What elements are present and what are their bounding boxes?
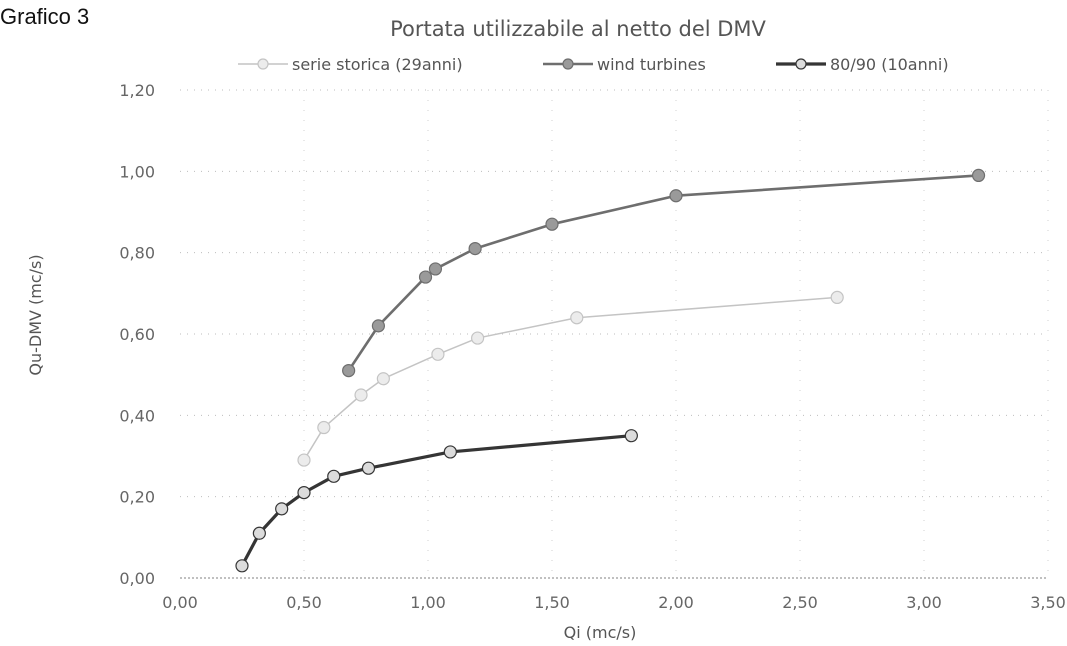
figure-label: Grafico 3 [0,4,90,29]
data-point [317,420,331,435]
x-tick-label: 2,50 [782,593,818,612]
y-tick-label: 1,20 [119,81,155,100]
series-group [297,290,844,467]
data-point [428,262,443,276]
data-point [971,168,986,182]
data-point [830,290,844,304]
x-tick-label: 0,50 [286,593,322,612]
legend-label: serie storica (29anni) [292,55,463,74]
series-group [342,168,986,378]
y-tick-label: 0,20 [119,488,155,507]
x-tick-label: 3,50 [1030,593,1066,612]
data-point [252,526,266,540]
data-point [669,189,683,203]
data-point [471,331,485,345]
data-point [235,559,249,573]
data-point [443,445,457,459]
series-line [347,174,979,372]
x-tick-label: 2,00 [658,593,694,612]
data-point [570,311,584,325]
x-axis: 0,00 0,50 1,00 1,50 2,00 2,50 3,00 3,50 [162,577,1066,612]
chart-legend: serie storica (29anni) wind turbines 80/90… [238,55,949,74]
data-point [371,319,385,333]
series-group [235,429,638,573]
x-tick-label: 1,00 [410,593,446,612]
data-point [624,429,638,443]
x-axis-label: Qi (mc/s) [564,623,637,642]
y-tick-label: 0,60 [119,325,155,344]
y-axis-label: Qu-DMV (mc/s) [26,254,45,375]
data-point [418,270,433,284]
data-point [431,347,445,361]
legend-item: 80/90 (10anni) [776,55,949,74]
legend-label: wind turbines [597,55,706,74]
data-point [297,486,311,500]
y-axis: 0,00 0,20 0,40 0,60 0,80 1,00 1,20 [119,81,155,588]
y-tick-label: 0,00 [119,569,155,588]
data-point [342,364,356,378]
data-point [275,502,289,516]
legend-item: wind turbines [543,55,706,74]
y-tick-label: 0,80 [119,244,155,263]
x-tick-label: 3,00 [906,593,942,612]
x-tick-label: 1,50 [534,593,570,612]
chart-grid [180,89,1049,578]
series-line [303,296,838,461]
legend-swatch-marker [257,58,269,70]
data-point [545,217,559,231]
y-tick-label: 0,40 [119,406,155,425]
y-tick-label: 1,00 [119,162,155,181]
legend-swatch-marker [795,58,807,70]
legend-item: serie storica (29anni) [238,55,463,74]
x-tick-label: 0,00 [162,593,198,612]
data-point [468,242,482,256]
data-point [361,461,376,475]
data-point [297,453,311,467]
data-point [327,469,341,483]
data-point [354,388,368,402]
plot-area [235,168,986,573]
legend-swatch-marker [562,58,574,70]
data-point [376,372,390,386]
legend-label: 80/90 (10anni) [830,55,949,74]
chart-title: Portata utilizzabile al netto del DMV [390,17,766,41]
